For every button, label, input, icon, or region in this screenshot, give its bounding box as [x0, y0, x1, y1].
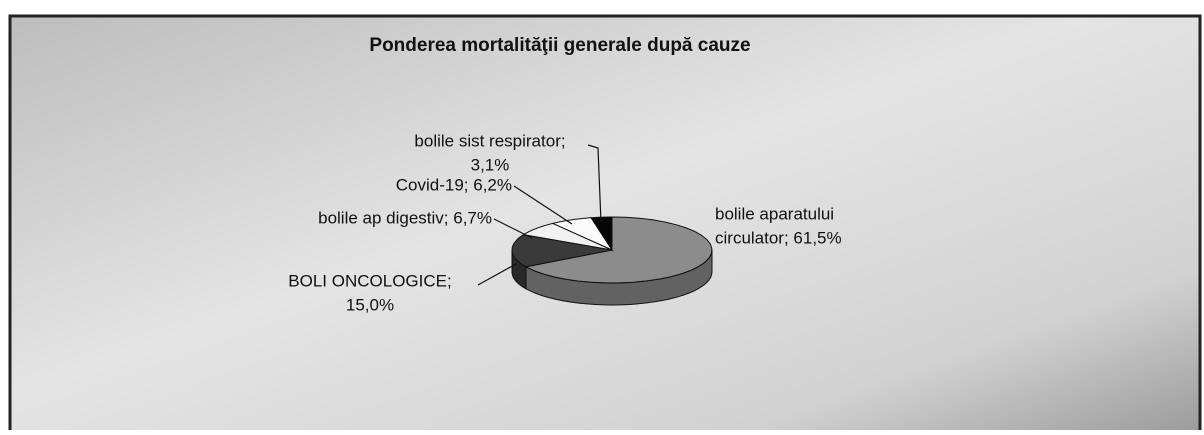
leader-line [477, 263, 517, 286]
leader-line [493, 218, 533, 239]
chart-title: Ponderea mortalităţii generale după cauz… [369, 35, 750, 56]
data-label: circulator; 61,5% [715, 228, 842, 247]
leader-line [513, 185, 573, 225]
pie-slice [551, 217, 614, 252]
data-label: bolile ap digestiv; 6,7% [318, 208, 492, 227]
pie-slice [524, 216, 713, 284]
data-label: 15,0% [346, 295, 394, 314]
data-label: BOLI ONCOLOGICE; [288, 271, 451, 290]
data-label: bolile sist respirator; [414, 131, 565, 150]
data-label: Covid-19; 6,2% [396, 175, 512, 194]
data-label: bolile aparatului [715, 204, 834, 223]
pie-slice [511, 234, 613, 268]
pie-slice [590, 216, 613, 252]
leader-line [587, 144, 602, 224]
pie-slice [522, 222, 613, 251]
data-label: 3,1% [471, 155, 510, 174]
